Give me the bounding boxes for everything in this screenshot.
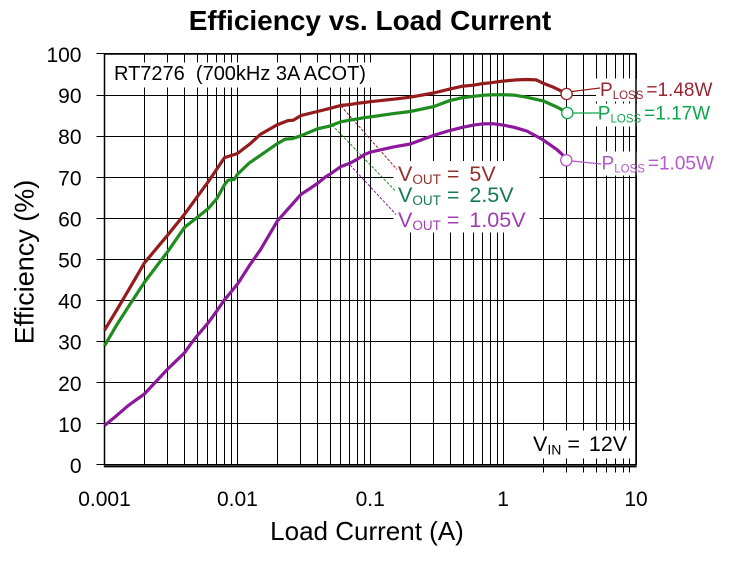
svg-text:VIN = 12V: VIN = 12V: [533, 432, 628, 458]
svg-text:VOUT = 2.5V: VOUT = 2.5V: [398, 183, 514, 208]
svg-text:Efficiency vs. Load Current: Efficiency vs. Load Current: [189, 5, 552, 36]
svg-text:RT7276 (700kHz 3A ACOT): RT7276 (700kHz 3A ACOT): [114, 63, 366, 85]
svg-text:Efficiency (%): Efficiency (%): [10, 180, 40, 345]
svg-text:10: 10: [624, 488, 647, 511]
svg-text:VOUT = 5V: VOUT = 5V: [398, 162, 496, 187]
svg-text:100: 100: [46, 44, 81, 67]
svg-text:0.1: 0.1: [356, 488, 385, 511]
svg-text:1: 1: [497, 488, 509, 511]
svg-text:0: 0: [70, 455, 82, 478]
svg-text:30: 30: [58, 332, 81, 355]
svg-text:10: 10: [58, 414, 81, 437]
svg-text:0.01: 0.01: [217, 488, 258, 511]
svg-text:0.001: 0.001: [78, 488, 131, 511]
svg-text:70: 70: [58, 167, 81, 190]
svg-text:60: 60: [58, 208, 81, 231]
svg-text:40: 40: [58, 291, 81, 314]
svg-text:20: 20: [58, 373, 81, 396]
svg-text:90: 90: [58, 85, 81, 108]
svg-text:80: 80: [58, 126, 81, 149]
svg-text:50: 50: [58, 250, 81, 273]
svg-text:Load Current (A): Load Current (A): [270, 516, 464, 546]
